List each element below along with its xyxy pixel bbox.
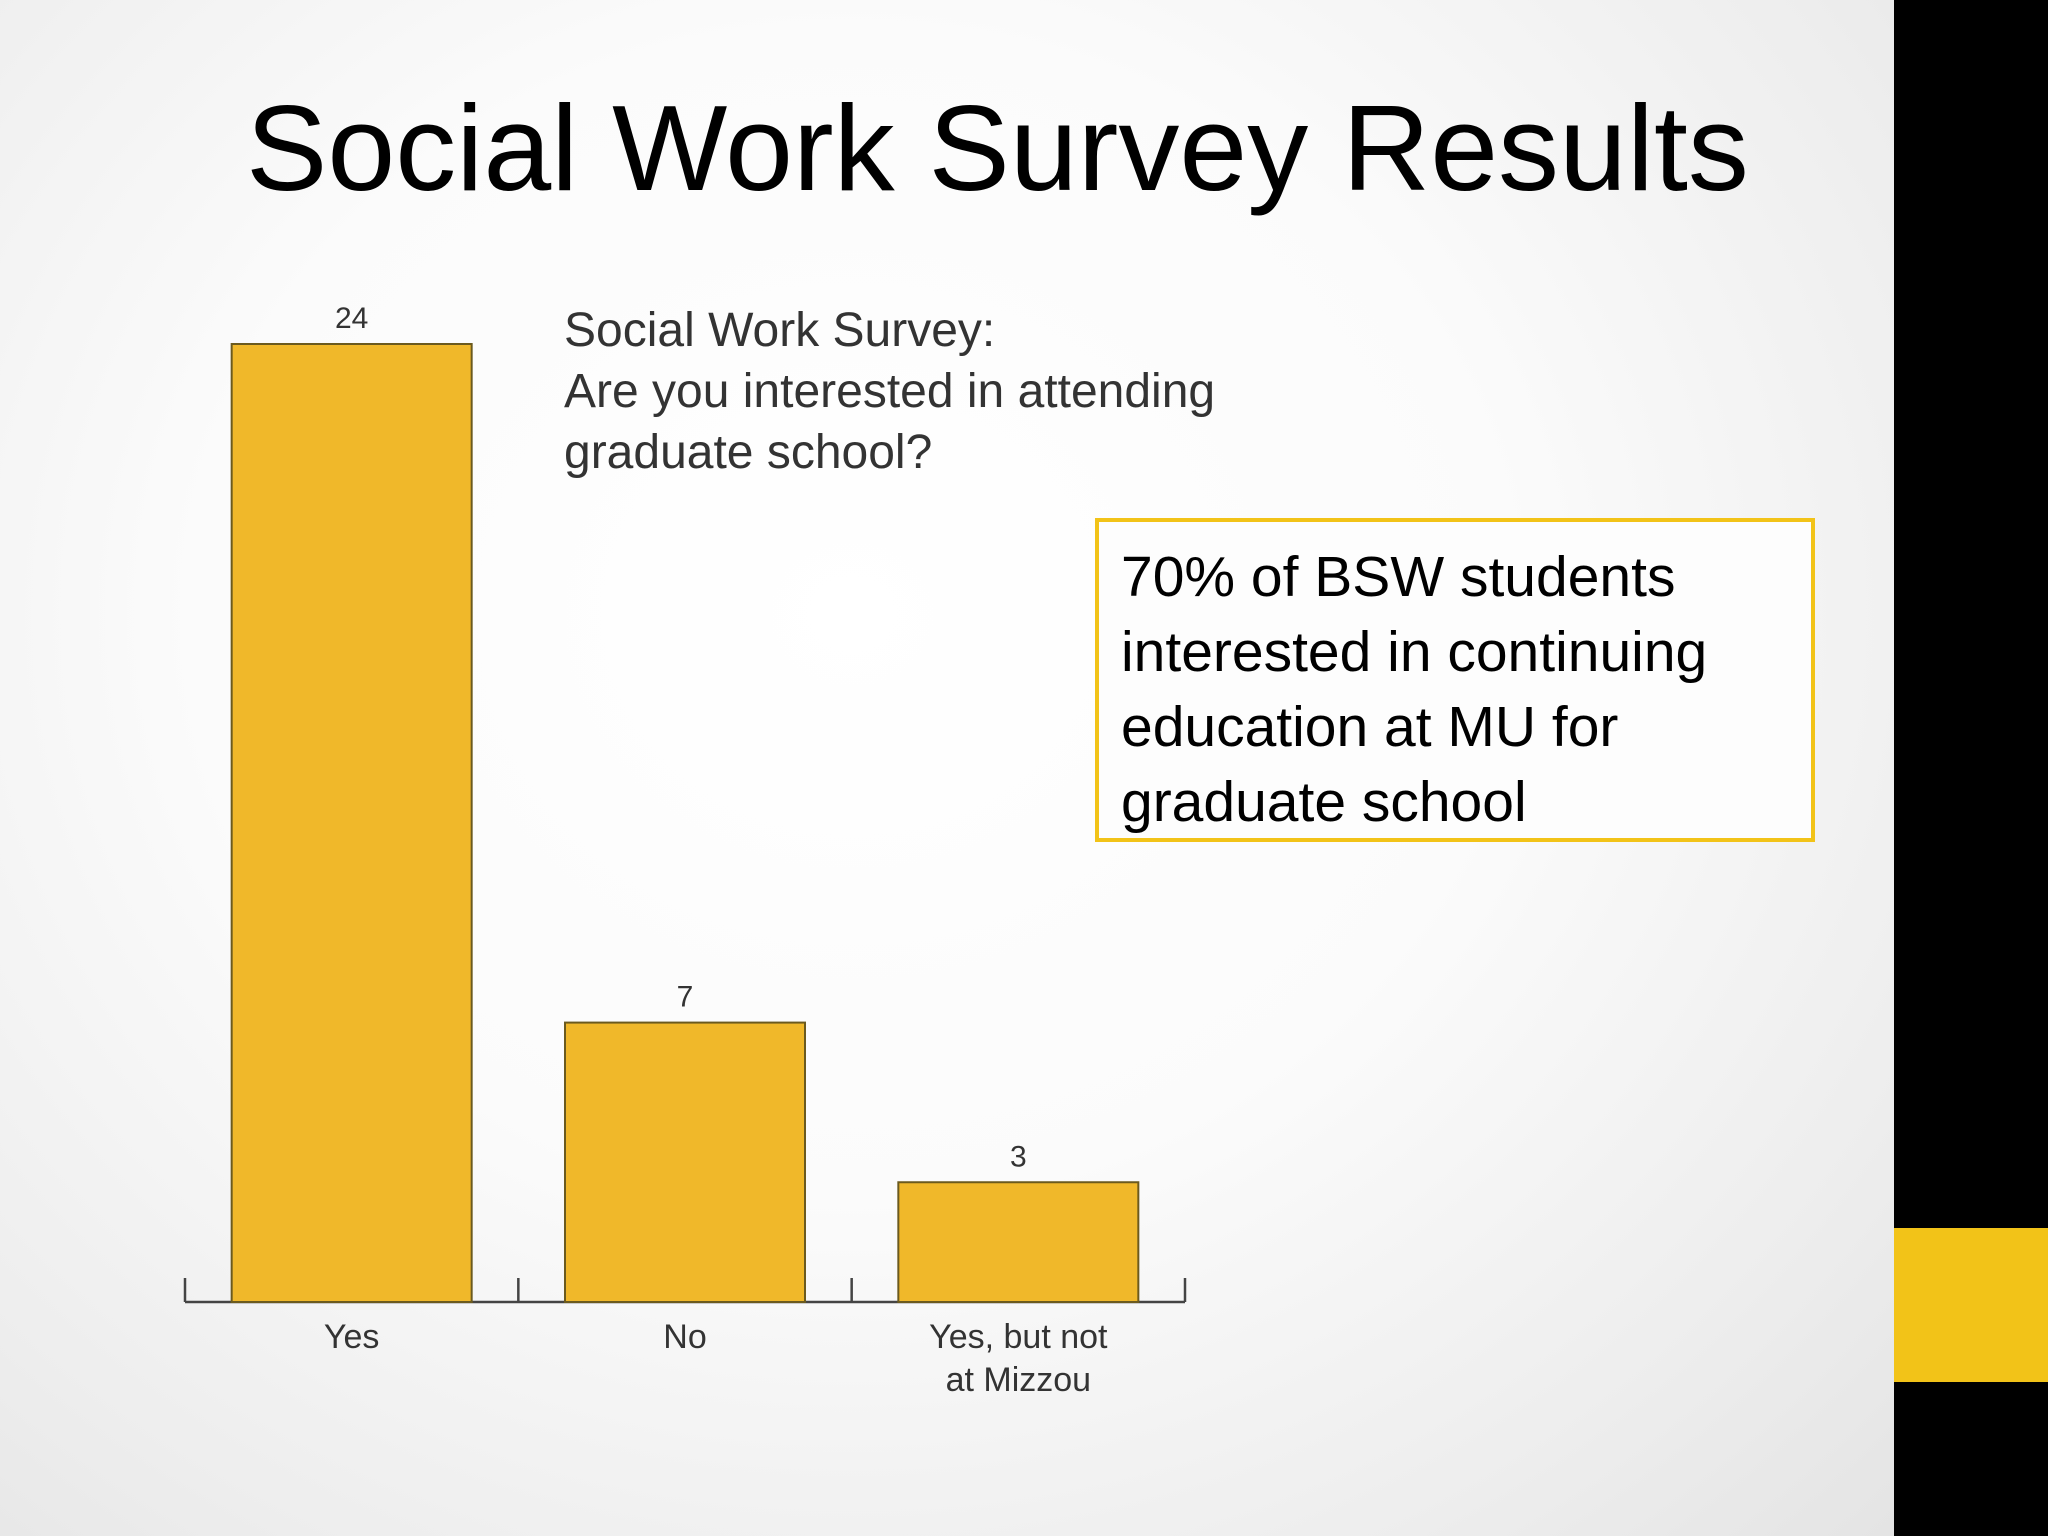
- bar-chart: 24 Yes 7 No 3 Yes, but not at Mizzou: [183, 302, 1187, 1399]
- chart-title-line: Social Work Survey:: [564, 304, 996, 357]
- callout-box: 70% of BSW students interested in contin…: [1095, 518, 1815, 842]
- slide-title: Social Work Survey Results: [246, 80, 1749, 216]
- x-tick-label: Yes, but not: [929, 1318, 1108, 1356]
- chart-title: Social Work Survey: Are you interested i…: [564, 300, 1215, 483]
- side-accent-block: [1894, 1228, 2048, 1382]
- x-tick-label: at Mizzou: [946, 1361, 1092, 1399]
- x-tick-label: Yes: [324, 1318, 379, 1356]
- data-label: 3: [1010, 1140, 1027, 1173]
- data-label: 7: [677, 981, 694, 1014]
- bar: [897, 1181, 1140, 1303]
- data-label: 24: [335, 302, 368, 335]
- bar: [564, 1021, 806, 1303]
- chart-title-line: graduate school?: [564, 426, 933, 479]
- bar: [230, 343, 473, 1303]
- chart-title-line: Are you interested in attending: [564, 365, 1216, 418]
- x-tick-label: No: [663, 1318, 706, 1356]
